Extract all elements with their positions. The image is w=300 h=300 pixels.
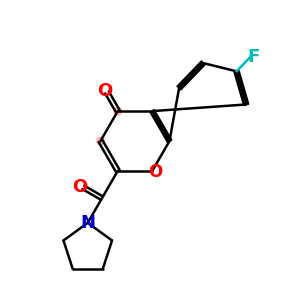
Text: F: F	[248, 48, 260, 66]
Text: O: O	[72, 178, 87, 196]
Circle shape	[114, 107, 122, 115]
Text: O: O	[98, 82, 113, 100]
Text: N: N	[80, 214, 95, 232]
Circle shape	[97, 137, 104, 145]
Text: O: O	[148, 163, 162, 181]
